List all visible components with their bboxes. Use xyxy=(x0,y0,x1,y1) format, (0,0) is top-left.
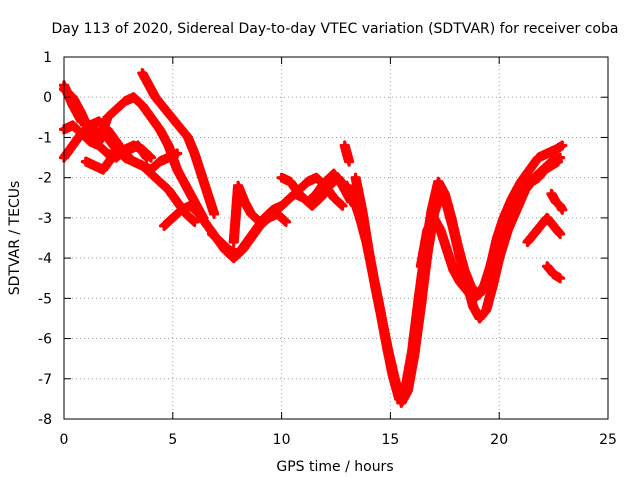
plot-frame xyxy=(63,56,609,420)
series-pass-12 xyxy=(350,152,566,408)
y-tick-label: -4 xyxy=(38,251,52,267)
x-tick-label: 10 xyxy=(273,432,291,448)
data-series xyxy=(58,68,568,408)
x-tick-labels: 0 5 10 15 20 25 xyxy=(60,432,617,448)
series-pass-14 xyxy=(522,212,566,248)
x-tick-label: 25 xyxy=(599,432,617,448)
y-tick-labels: 1 0 -1 -2 -3 -4 -5 -6 -7 -8 xyxy=(38,50,52,428)
y-tick-label: -8 xyxy=(38,412,52,428)
series-pass-17 xyxy=(339,140,355,167)
x-tick-label: 20 xyxy=(490,432,508,448)
y-tick-label: 1 xyxy=(43,50,52,66)
y-tick-label: -2 xyxy=(38,171,52,187)
y-tick-label: 0 xyxy=(43,90,52,106)
chart-title: Day 113 of 2020, Sidereal Day-to-day VTE… xyxy=(52,21,619,37)
y-tick-label: -1 xyxy=(38,130,52,146)
series-pass-16 xyxy=(546,188,568,215)
x-tick-label: 0 xyxy=(60,432,69,448)
y-tick-label: -6 xyxy=(38,332,52,348)
x-tick-label: 15 xyxy=(381,432,399,448)
y-tick-label: -3 xyxy=(38,211,52,227)
y-tick-label: -7 xyxy=(38,372,52,388)
x-tick-label: 5 xyxy=(168,432,177,448)
series-pass-15 xyxy=(542,261,566,284)
series-pass-5 xyxy=(80,140,152,175)
axis-ticks xyxy=(63,56,609,420)
series-pass-13 xyxy=(415,156,564,304)
y-tick-label: -5 xyxy=(38,291,52,307)
series-pass-6 xyxy=(137,68,220,219)
x-axis-label: GPS time / hours xyxy=(276,459,393,475)
y-axis-label: SDTVAR / TECUs xyxy=(7,181,23,296)
series-pass-1 xyxy=(58,84,209,223)
